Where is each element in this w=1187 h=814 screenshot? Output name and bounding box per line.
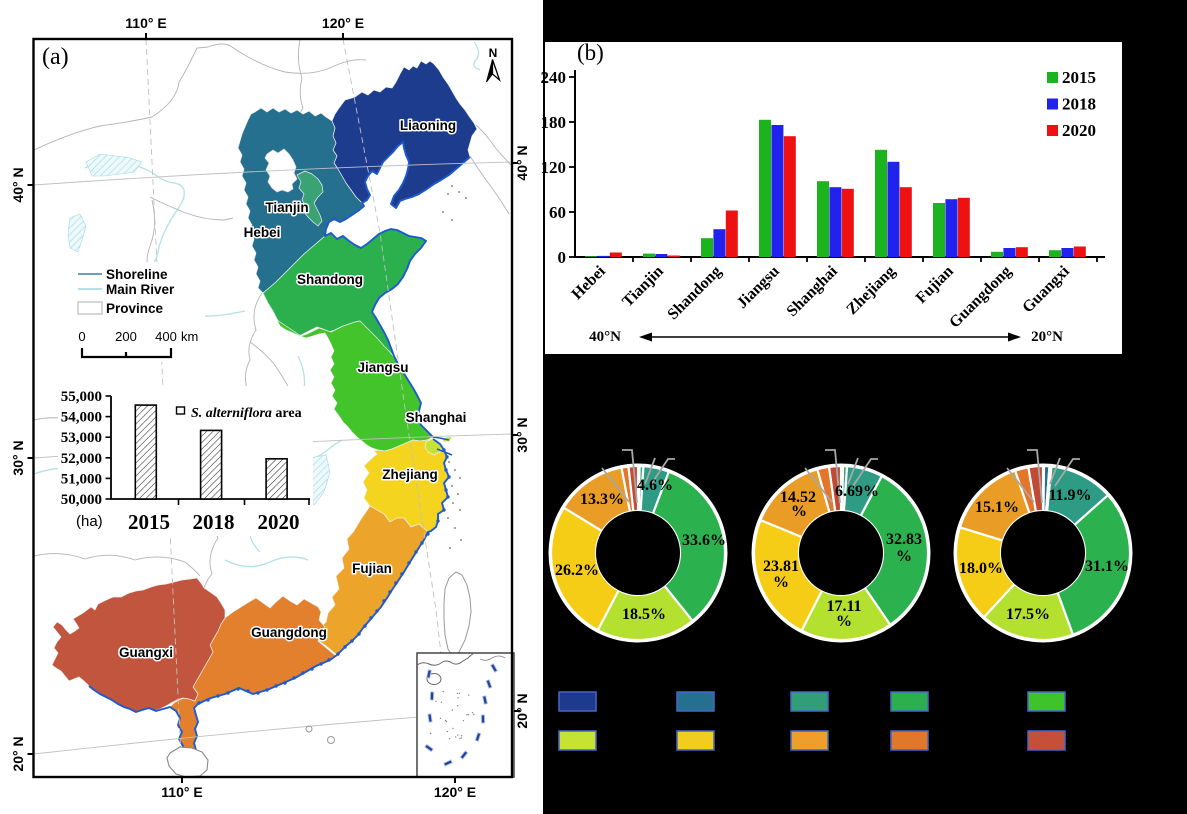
svg-text:52,000: 52,000 bbox=[61, 451, 102, 467]
svg-text:200: 200 bbox=[115, 329, 137, 344]
svg-text:(b): (b) bbox=[577, 40, 604, 65]
svg-text:40° N: 40° N bbox=[514, 145, 530, 180]
svg-text:17.5%: 17.5% bbox=[1006, 606, 1050, 623]
svg-text:120° E: 120° E bbox=[322, 15, 364, 31]
svg-text:N: N bbox=[489, 46, 498, 60]
svg-text:km: km bbox=[181, 329, 198, 344]
svg-text:17.11: 17.11 bbox=[826, 598, 861, 615]
svg-text:13.3%: 13.3% bbox=[580, 491, 624, 508]
svg-text:32.83: 32.83 bbox=[886, 531, 922, 548]
svg-text:Jiangsu: Jiangsu bbox=[357, 360, 408, 375]
svg-text:26.2%: 26.2% bbox=[555, 562, 599, 579]
svg-text:120: 120 bbox=[541, 158, 567, 177]
svg-text:2015: 2015 bbox=[1062, 68, 1096, 87]
svg-text:2020: 2020 bbox=[1062, 121, 1096, 140]
svg-text:(ha): (ha) bbox=[76, 513, 103, 530]
svg-text:60: 60 bbox=[549, 203, 566, 222]
svg-text:4.6%: 4.6% bbox=[637, 477, 673, 494]
svg-text:2018: 2018 bbox=[193, 510, 235, 534]
svg-text:Province: Province bbox=[106, 301, 164, 316]
svg-text:Shoreline: Shoreline bbox=[106, 267, 168, 282]
svg-text:23.81: 23.81 bbox=[763, 558, 799, 575]
svg-text:15.1%: 15.1% bbox=[975, 499, 1019, 516]
svg-text:%: % bbox=[836, 613, 852, 630]
svg-text:31.1%: 31.1% bbox=[1085, 558, 1129, 575]
svg-text:20° N: 20° N bbox=[10, 736, 26, 771]
svg-text:55,000: 55,000 bbox=[61, 389, 102, 405]
svg-text:Hebei: Hebei bbox=[244, 225, 281, 240]
svg-text:20°N: 20°N bbox=[1031, 329, 1063, 345]
svg-text:110° E: 110° E bbox=[125, 15, 166, 31]
svg-text:Shandong: Shandong bbox=[297, 272, 363, 287]
svg-text:40° N: 40° N bbox=[10, 167, 26, 202]
svg-text:(a): (a) bbox=[42, 44, 69, 70]
svg-text:400: 400 bbox=[155, 329, 177, 344]
svg-text:0: 0 bbox=[78, 329, 85, 344]
svg-text:18.5%: 18.5% bbox=[622, 606, 666, 623]
svg-text:6.69%: 6.69% bbox=[835, 483, 879, 500]
svg-text:240: 240 bbox=[541, 68, 567, 87]
svg-text:40°N: 40°N bbox=[589, 329, 621, 345]
svg-text:2018: 2018 bbox=[1062, 95, 1096, 114]
svg-text:30° N: 30° N bbox=[10, 440, 26, 475]
svg-text:33.6%: 33.6% bbox=[682, 532, 726, 549]
svg-text:54,000: 54,000 bbox=[61, 410, 102, 426]
svg-text:Shanghai: Shanghai bbox=[406, 410, 467, 425]
svg-text:Zhejiang: Zhejiang bbox=[382, 467, 438, 482]
svg-text:110° E: 110° E bbox=[161, 784, 202, 800]
svg-text:Guangdong: Guangdong bbox=[251, 625, 327, 640]
svg-text:Fujian: Fujian bbox=[352, 561, 392, 576]
svg-text:50,000: 50,000 bbox=[61, 492, 102, 508]
svg-text:%: % bbox=[791, 503, 807, 520]
svg-text:Guangxi: Guangxi bbox=[119, 645, 173, 660]
svg-text:S. alterniflora area: S. alterniflora area bbox=[191, 406, 302, 421]
svg-text:Tianjin: Tianjin bbox=[265, 200, 308, 215]
svg-text:Liaoning: Liaoning bbox=[400, 118, 456, 133]
svg-text:120° E: 120° E bbox=[434, 784, 476, 800]
svg-text:Main River: Main River bbox=[106, 282, 175, 297]
svg-text:2020: 2020 bbox=[258, 510, 300, 534]
svg-text:%: % bbox=[896, 548, 912, 565]
svg-text:30° N: 30° N bbox=[514, 417, 530, 452]
svg-text:0: 0 bbox=[558, 248, 567, 267]
svg-text:20° N: 20° N bbox=[514, 693, 530, 728]
svg-text:11.9%: 11.9% bbox=[1048, 487, 1091, 504]
svg-text:53,000: 53,000 bbox=[61, 430, 102, 446]
svg-text:51,000: 51,000 bbox=[61, 471, 102, 487]
svg-text:2015: 2015 bbox=[128, 510, 170, 534]
svg-text:%: % bbox=[773, 574, 789, 591]
svg-text:18.0%: 18.0% bbox=[959, 560, 1003, 577]
svg-text:14.52: 14.52 bbox=[780, 489, 816, 506]
svg-text:180: 180 bbox=[541, 113, 567, 132]
